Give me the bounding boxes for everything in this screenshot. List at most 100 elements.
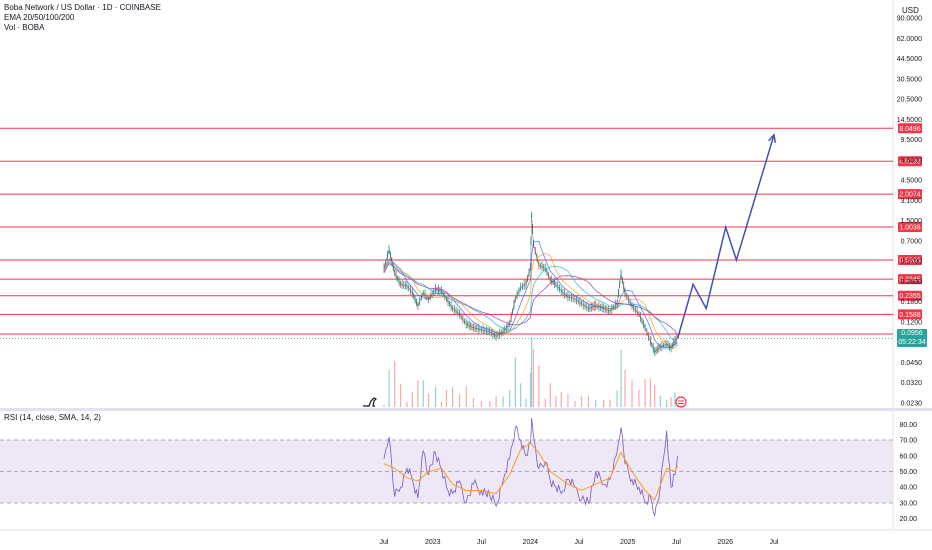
level-label: 0.1588 <box>899 312 921 319</box>
volume-bar <box>567 393 569 407</box>
volume-bar <box>411 391 413 407</box>
rsi-tick: 50.00 <box>899 469 917 476</box>
volume-bar <box>544 398 546 407</box>
level-badge <box>898 222 922 232</box>
price-tick: 0.2600 <box>901 279 923 286</box>
close-line <box>383 214 678 353</box>
volume-bar <box>603 400 605 407</box>
price-tick: 0.1200 <box>901 319 923 326</box>
volume-bar <box>406 401 408 407</box>
price-tick: 0.0230 <box>901 401 923 408</box>
last-price: 0.0956 <box>901 330 923 338</box>
volume-bar <box>587 395 590 407</box>
volume-bar <box>624 369 626 407</box>
dino-icon[interactable] <box>363 397 378 407</box>
volume-bar <box>654 384 656 407</box>
price-tick: 90.0000 <box>897 16 922 23</box>
volume-bar <box>638 389 640 407</box>
volume-bar <box>659 395 661 407</box>
pane-separator[interactable] <box>0 408 932 411</box>
level-label: 2.0074 <box>899 192 921 199</box>
symbol-title[interactable]: Boba Network / US Dollar · 1D · COINBASE <box>4 3 161 12</box>
price-tick: 14.5000 <box>897 117 922 124</box>
rsi-series <box>383 417 679 518</box>
volume-bar <box>531 337 533 407</box>
price-tick: 20.5000 <box>897 97 922 104</box>
volume-bar <box>555 396 557 407</box>
volume-bar <box>580 396 583 407</box>
ema-legend[interactable]: EMA 20/50/100/200 <box>4 13 75 22</box>
volume-bar <box>674 392 676 407</box>
price-tick: 9.5000 <box>901 137 923 144</box>
time-tick: Jul <box>770 539 779 546</box>
rsi-line <box>383 417 678 518</box>
rsi-ma-line <box>383 442 679 501</box>
rsi-axis-ticks: 80.00 70.00 60.00 50.00 40.00 30.00 20.00 <box>899 422 917 523</box>
volume-bar <box>666 399 668 407</box>
time-tick: Jul <box>575 539 584 546</box>
volume-bar <box>422 380 424 407</box>
currency-label[interactable]: USD <box>902 6 919 15</box>
volume-bar <box>388 369 390 407</box>
ema-line <box>383 261 678 346</box>
projection-path[interactable] <box>676 134 775 339</box>
volume-bar <box>434 386 437 407</box>
level-label: 1.0038 <box>899 225 921 232</box>
volume-bar <box>440 401 442 407</box>
ideas-marker-icon[interactable] <box>675 396 687 408</box>
time-tick: 2025 <box>620 539 636 546</box>
volume-bar <box>495 396 497 407</box>
volume-bar <box>529 372 532 407</box>
level-badge <box>898 290 922 301</box>
volume-bar <box>560 392 562 407</box>
volume-bar <box>549 383 551 407</box>
bar-countdown: 05:22:34 <box>898 339 926 347</box>
volume-bar <box>383 405 385 407</box>
volume-legend[interactable]: Vol · BOBA <box>4 23 45 32</box>
volume-bar <box>595 400 597 407</box>
volume-bar <box>609 399 611 407</box>
volume-bar <box>502 396 504 407</box>
volume-bar <box>399 383 402 407</box>
volume-bars <box>383 337 679 407</box>
price-tick: 30.5000 <box>897 76 922 83</box>
rsi-tick: 40.00 <box>899 485 917 492</box>
level-badge <box>898 274 922 285</box>
volume-bar <box>427 393 430 407</box>
rsi-legend[interactable]: RSI (14, close, SMA, 14, 2) <box>4 413 101 422</box>
time-tick: 2026 <box>717 539 733 546</box>
volume-bar <box>525 398 527 407</box>
level-badge <box>898 309 922 320</box>
volume-bar <box>574 400 576 407</box>
volume-bar <box>620 349 622 407</box>
volume-bar <box>394 360 396 407</box>
level-label: 0.2355 <box>899 293 921 300</box>
level-badge <box>898 123 922 134</box>
volume-bar <box>458 394 461 407</box>
volume-bar <box>670 397 672 407</box>
level-label: 0.5003 <box>899 258 921 265</box>
price-tick: 0.1800 <box>901 299 923 306</box>
time-tick: Jul <box>380 539 389 546</box>
ema-line <box>383 252 678 349</box>
volume-bar <box>514 357 516 407</box>
volume-bar <box>509 389 511 407</box>
volume-bar <box>452 386 454 407</box>
level-badge <box>898 156 922 167</box>
volume-bar <box>631 380 633 407</box>
rsi-tick: 80.00 <box>899 422 917 429</box>
rsi-tick: 20.00 <box>899 516 917 523</box>
volume-bar <box>445 389 448 407</box>
volume-bar <box>616 390 618 407</box>
time-axis-ticks: Jul 2023 Jul 2024 Jul 2025 Jul 2026 Jul <box>380 539 779 546</box>
volume-bar <box>532 349 535 407</box>
time-tick: 2023 <box>425 539 441 546</box>
time-tick: 2024 <box>522 539 538 546</box>
price-tick: 44.5000 <box>897 56 922 63</box>
last-price-badge: 0.0956 05:22:34 <box>897 329 927 348</box>
volume-bar <box>465 386 467 407</box>
volume-bar <box>644 379 646 407</box>
volume-bar <box>520 383 522 407</box>
